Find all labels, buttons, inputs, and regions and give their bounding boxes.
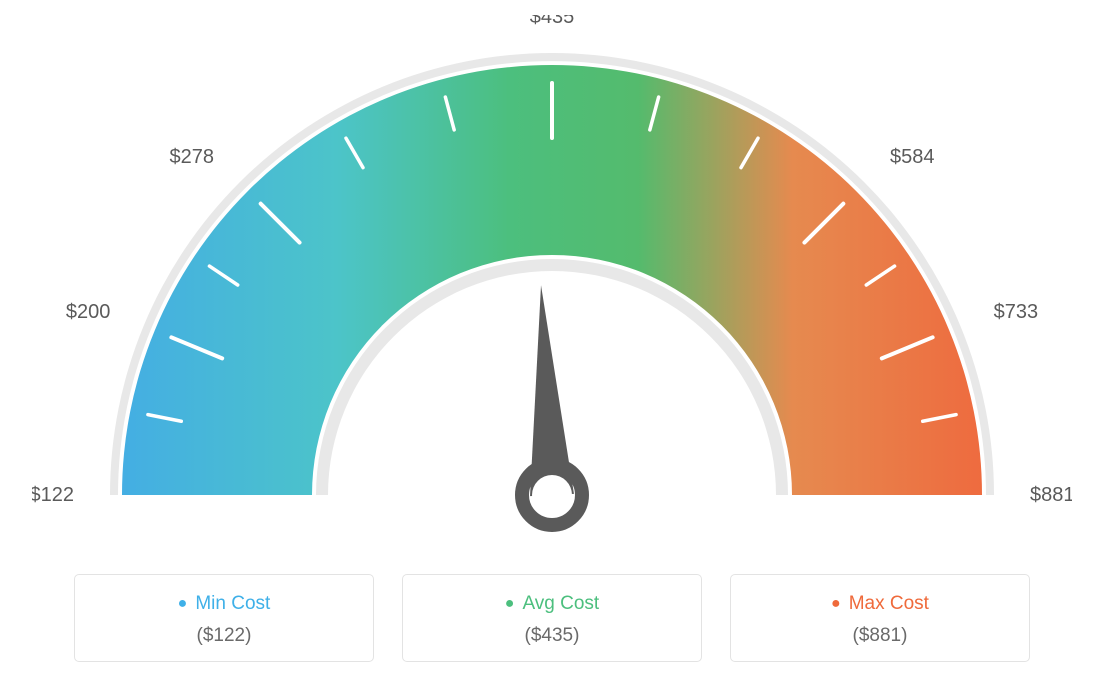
legend-card-max: Max Cost ($881)	[730, 574, 1030, 662]
gauge-tick-label: $435	[530, 15, 575, 28]
cost-gauge-chart: $122 $200 $278 $435 $584 $733 $881	[32, 15, 1072, 580]
gauge-tick-label: $278	[170, 146, 215, 168]
legend-row: Min Cost ($122) Avg Cost ($435) Max Cost…	[0, 574, 1104, 662]
legend-avg-title: Avg Cost	[403, 593, 701, 615]
legend-card-min: Min Cost ($122)	[74, 574, 374, 662]
legend-card-avg: Avg Cost ($435)	[402, 574, 702, 662]
gauge-tick-label: $584	[890, 146, 935, 168]
gauge-tick-label: $122	[32, 484, 74, 506]
legend-max-value: ($881)	[731, 625, 1029, 647]
gauge-tick-label: $200	[66, 301, 111, 323]
legend-avg-value: ($435)	[403, 625, 701, 647]
legend-min-value: ($122)	[75, 625, 373, 647]
gauge-tick-label: $733	[994, 301, 1039, 323]
legend-min-title: Min Cost	[75, 593, 373, 615]
gauge-tick-label: $881	[1030, 484, 1072, 506]
legend-max-title: Max Cost	[731, 593, 1029, 615]
